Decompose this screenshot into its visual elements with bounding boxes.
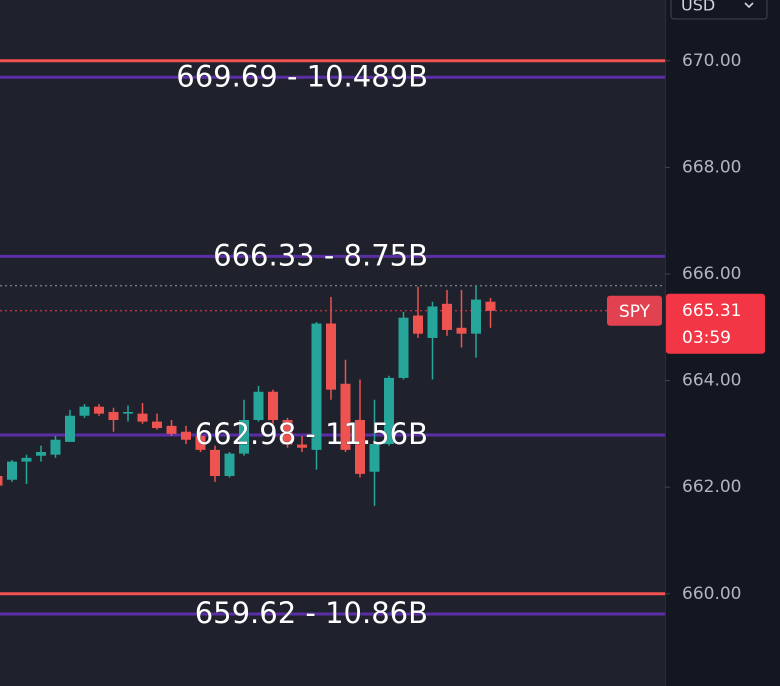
symbol-tag: [607, 295, 662, 326]
candle-body: [224, 453, 235, 476]
candle-body: [471, 299, 481, 334]
level-label: 666.33 - 8.75B: [213, 238, 428, 272]
candle-body: [65, 415, 75, 442]
plot: [0, 59, 665, 616]
y-tick-label: 660.00: [682, 584, 741, 604]
candle-body: [239, 420, 249, 454]
candle-body: [282, 420, 293, 445]
level-label: 662.98 - 11.56B: [195, 417, 428, 451]
candle-body: [94, 406, 104, 414]
currency-box[interactable]: [670, 0, 768, 20]
level-label: 669.69 - 10.489B: [176, 59, 428, 93]
candle-body: [369, 444, 380, 472]
y-tick-label: 670.00: [682, 51, 741, 71]
symbol-label: SPY: [619, 302, 651, 322]
candle-body: [36, 452, 46, 456]
candle-body: [311, 323, 322, 450]
candle-body: [7, 461, 17, 480]
candle-body: [398, 317, 409, 378]
candle-body: [181, 431, 191, 440]
y-tick-label: 664.00: [682, 371, 741, 391]
candle-body: [79, 406, 90, 416]
candle-body: [268, 391, 278, 421]
candle-body: [340, 383, 351, 450]
candle-body: [297, 444, 307, 448]
currency-select[interactable]: USD: [670, 0, 768, 20]
candle-body: [137, 413, 148, 422]
last-price: 665.31: [682, 301, 741, 321]
chevron: [744, 2, 754, 9]
candle-body: [355, 420, 365, 474]
candle-body: [384, 377, 394, 445]
candle-body: [21, 457, 32, 462]
price-badge: [666, 293, 765, 354]
candle-body: [485, 301, 496, 311]
candle-body: [195, 436, 206, 450]
y-tick-label: 668.00: [682, 157, 741, 177]
candle-body: [108, 412, 119, 421]
candle-body: [123, 412, 133, 414]
candle-body: [210, 449, 220, 476]
countdown: 03:59: [682, 328, 731, 348]
y-tick-label: 662.00: [682, 477, 741, 497]
y-tick-label: 666.00: [682, 264, 741, 284]
candle-body: [442, 303, 452, 330]
candle-body: [427, 306, 438, 338]
candle-body: [326, 323, 336, 390]
candle-body: [253, 391, 264, 421]
candle-body: [413, 315, 423, 334]
candle-body: [456, 327, 467, 334]
level-label: 659.62 - 10.86B: [195, 596, 428, 630]
candle-body: [152, 421, 162, 429]
candle-body: [166, 425, 177, 434]
candle-body: [0, 475, 3, 486]
currency: USD: [681, 0, 715, 15]
candle-body: [50, 439, 61, 455]
